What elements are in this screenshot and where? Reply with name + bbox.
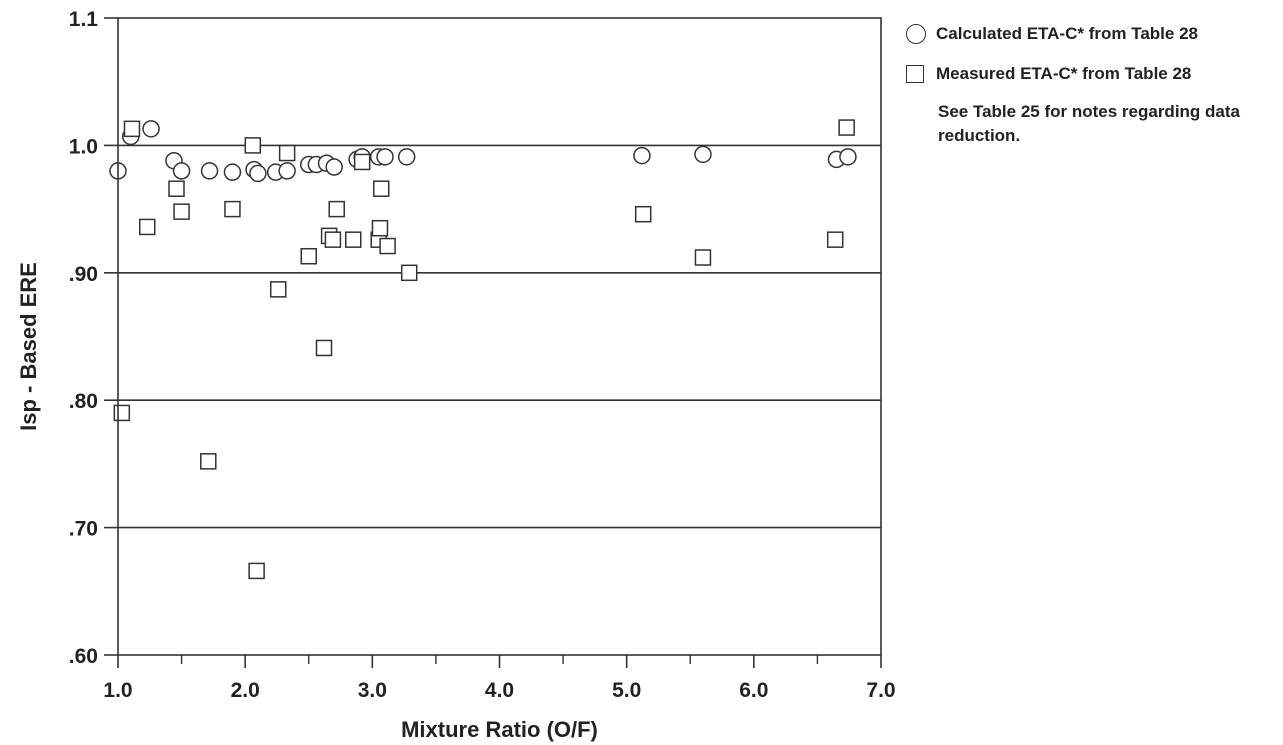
y-tick-label: 1.0 [69, 135, 98, 158]
y-tick-label: .90 [69, 263, 98, 286]
calculated-point [223, 163, 242, 181]
legend-item-measured: Measured ETA-C* from Table 28 [906, 60, 1278, 88]
x-axis-title: Mixture Ratio (O/F) [401, 717, 598, 742]
measured-point [224, 200, 241, 218]
x-tick-label: 3.0 [358, 679, 387, 702]
calculated-point [376, 148, 394, 166]
legend-label-calculated: Calculated ETA-C* from Table 28 [936, 24, 1198, 43]
measured-point [173, 203, 190, 220]
y-tick-label: 1.1 [69, 8, 99, 31]
calculated-point [172, 162, 191, 180]
calculated-point [839, 148, 857, 166]
plot-frame [117, 17, 882, 656]
calculated-point [249, 164, 267, 183]
measured-point [123, 120, 141, 138]
measured-point [244, 137, 262, 154]
measured-point [694, 249, 712, 266]
legend-label-measured: Measured ETA-C* from Table 28 [936, 64, 1192, 83]
measured-point [248, 562, 265, 580]
x-tick-label: 5.0 [612, 679, 641, 702]
calculated-point [325, 158, 343, 176]
x-tick-label: 2.0 [231, 679, 260, 702]
measured-point [838, 119, 855, 136]
measured-point [826, 231, 844, 248]
calculated-point [397, 148, 416, 166]
measured-point [300, 247, 317, 265]
measured-point [379, 237, 396, 255]
measured-point [328, 200, 345, 218]
calculated-point [200, 162, 219, 180]
y-tick-labels: .60 .70 .80 .90 1.0 1.1 [69, 8, 99, 668]
measured-point [168, 180, 185, 197]
y-axis-title: Isp - Based ERE [16, 262, 41, 431]
x-tick-label: 1.0 [103, 679, 132, 702]
x-tick-label: 4.0 [485, 679, 514, 702]
measured-point [138, 218, 156, 236]
calculated-point [142, 120, 160, 138]
measured-point [353, 153, 371, 171]
x-tick-label: 7.0 [866, 679, 895, 702]
circle-marker-icon [906, 24, 926, 44]
y-tick-label: .70 [69, 518, 98, 541]
measured-point [371, 219, 389, 237]
calculated-point [694, 145, 712, 164]
annotation-note: See Table 25 for notes regarding data re… [938, 102, 1240, 145]
legend: Calculated ETA-C* from Table 28 Measured… [906, 20, 1278, 148]
measured-point [324, 231, 342, 248]
measured-point [315, 339, 333, 357]
measured-point [113, 404, 131, 422]
measured-point [634, 205, 652, 223]
measured-point [400, 264, 418, 282]
calculated-point [278, 162, 296, 180]
square-marker-icon [906, 65, 924, 83]
x-tick-labels: 1.0 2.0 3.0 4.0 5.0 6.0 7.0 [103, 679, 895, 702]
y-tick-label: .80 [69, 390, 98, 413]
legend-item-calculated: Calculated ETA-C* from Table 28 [906, 20, 1278, 48]
axis-ticks [104, 17, 882, 668]
measured-point [200, 453, 217, 470]
data-points [109, 119, 857, 580]
measured-point [372, 180, 390, 197]
y-tick-label: .60 [69, 645, 98, 668]
measured-point [345, 231, 362, 248]
measured-point [278, 144, 296, 162]
measured-point [269, 281, 287, 298]
calculated-point [633, 146, 651, 165]
x-tick-label: 6.0 [739, 679, 768, 702]
